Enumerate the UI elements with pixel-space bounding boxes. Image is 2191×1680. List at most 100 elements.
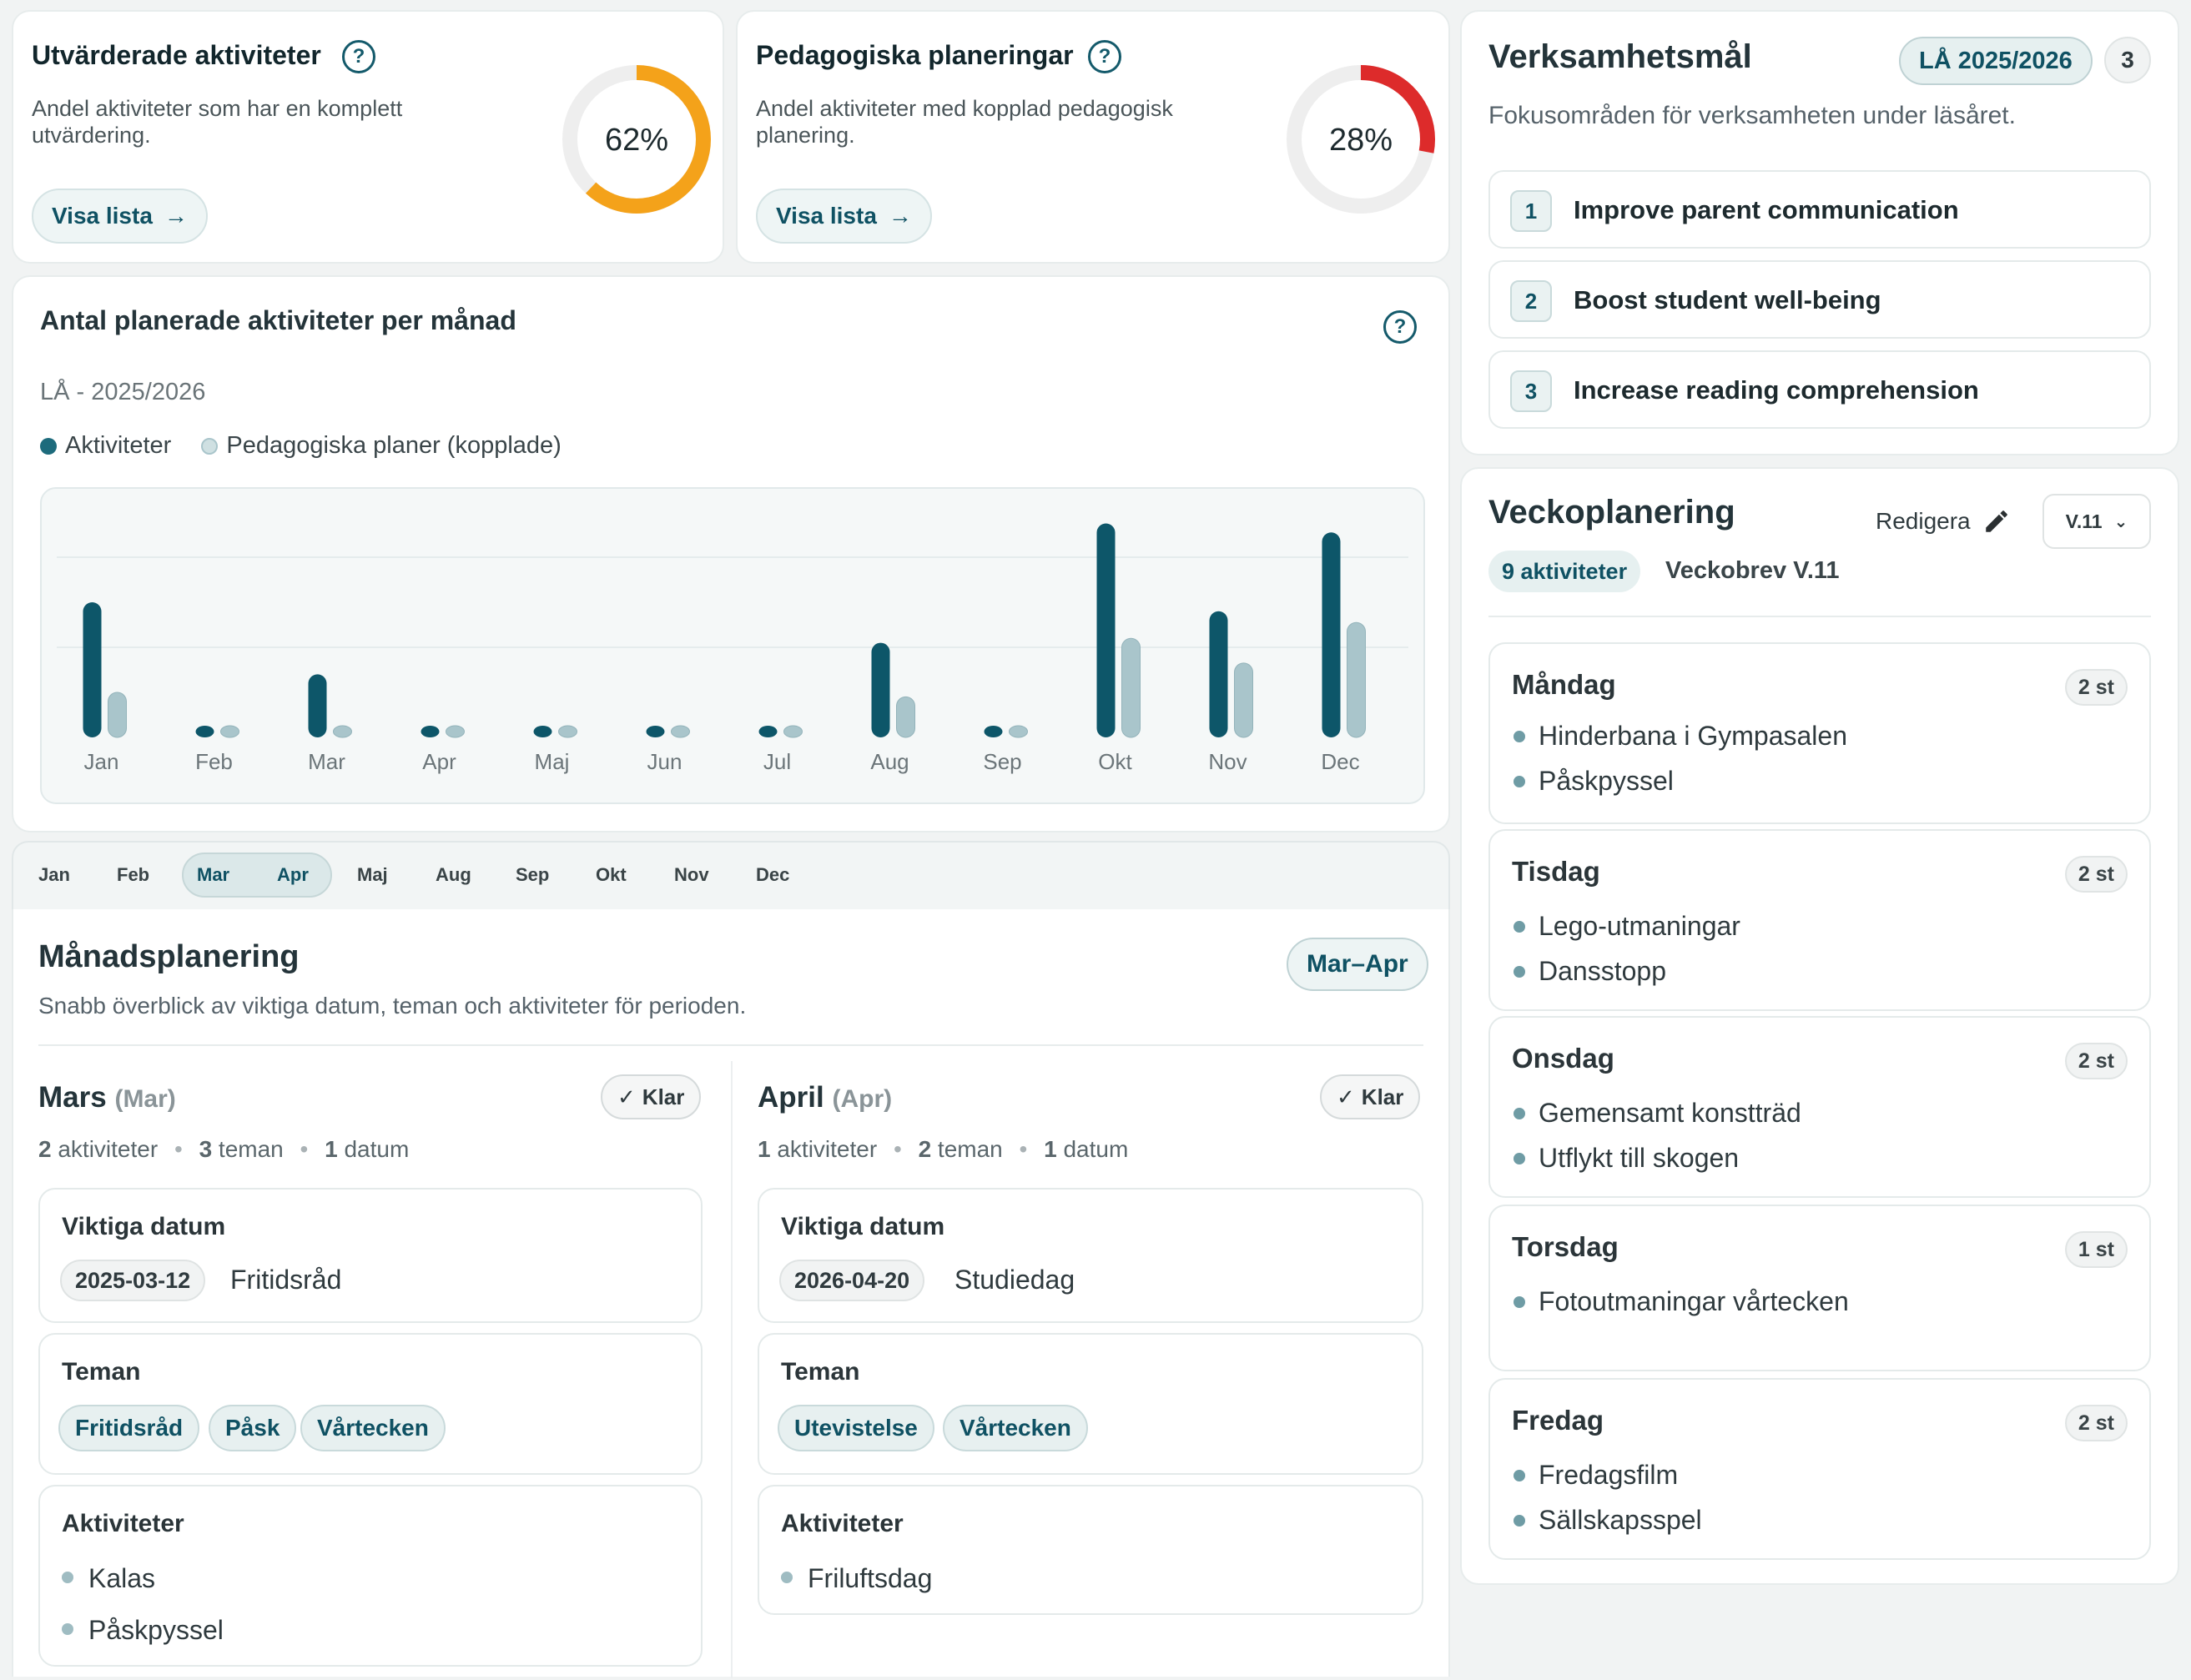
tab-jan[interactable]: Jan <box>38 864 70 885</box>
bar-plans-mar <box>333 725 352 738</box>
help-icon[interactable]: ? <box>342 40 375 73</box>
kpi-description: Andel aktiviteter med kopplad pedagogisk… <box>756 96 1173 148</box>
day-count-badge: 2 st <box>2064 669 2128 706</box>
x-tick-label: Jul <box>763 749 791 774</box>
goal-item[interactable]: 2 Boost student well-being <box>1488 260 2151 339</box>
status-done-button[interactable]: ✓ Klar <box>601 1074 702 1119</box>
theme-chip[interactable]: Fritidsråd <box>58 1405 200 1451</box>
list-item: Kalas <box>61 1563 156 1593</box>
bar-plans-jan <box>108 692 127 738</box>
bar-activities-jan <box>83 602 102 737</box>
kpi-donut: 62% <box>562 65 711 214</box>
day-count-badge: 2 st <box>2064 1043 2128 1079</box>
month-stats: 1 aktiviteter • 2 teman • 1 datum <box>758 1136 1129 1162</box>
monthly-planning-panel: Månadsplanering Snabb överblick av vikti… <box>12 909 1450 1678</box>
day-card-thursday: Torsdag 1 st Fotoutmaningar vårtecken <box>1488 1205 2151 1371</box>
theme-chip[interactable]: Vårtecken <box>300 1405 446 1451</box>
weekly-letter-label[interactable]: Veckobrev V.11 <box>1665 557 1840 584</box>
day-count-badge: 2 st <box>2064 856 2128 893</box>
tab-feb[interactable]: Feb <box>117 864 150 885</box>
tab-sep[interactable]: Sep <box>516 864 550 885</box>
tab-nov[interactable]: Nov <box>674 864 709 885</box>
important-dates-box: Viktiga datum 2025-03-12 Fritidsråd <box>38 1188 703 1323</box>
day-name: Måndag <box>1512 669 1616 700</box>
show-list-button[interactable]: Visa lista → <box>756 189 932 244</box>
day-card-monday: Måndag 2 st Hinderbana i Gympasalen Påsk… <box>1488 642 2151 824</box>
section-title: Månadsplanering <box>38 939 300 974</box>
day-card-friday: Fredag 2 st Fredagsfilm Sällskapsspel <box>1488 1378 2151 1560</box>
day-count-badge: 2 st <box>2064 1405 2128 1441</box>
donut-progress <box>1287 65 1435 214</box>
month-name: Mars (Mar) <box>38 1081 176 1114</box>
show-list-button[interactable]: Visa lista → <box>32 189 208 244</box>
bar-activities-sep <box>984 726 1003 737</box>
help-icon[interactable]: ? <box>1383 310 1417 344</box>
chart-legend: Aktiviteter Pedagogiska planer (kopplade… <box>40 432 562 460</box>
date-label: Studiedag <box>954 1265 1075 1295</box>
day-activity: Gemensamt konstträd <box>1514 1098 1801 1128</box>
week-select[interactable]: V.11 ⌄ <box>2042 494 2151 549</box>
activities-box: Aktiviteter Kalas Påskpyssel <box>38 1485 703 1667</box>
chart-plot-area <box>40 487 1425 804</box>
status-done-button[interactable]: ✓ Klar <box>1320 1074 1421 1119</box>
important-dates-box: Viktiga datum 2026-04-20 Studiedag <box>758 1188 1423 1323</box>
theme-chip[interactable]: Vårtecken <box>943 1405 1088 1451</box>
day-name: Fredag <box>1512 1405 1604 1436</box>
theme-chip[interactable]: Utevistelse <box>778 1405 934 1451</box>
box-title: Aktiviteter <box>781 1510 904 1537</box>
donut-percent: 62% <box>605 123 668 158</box>
day-activity: Sällskapsspel <box>1514 1505 1702 1535</box>
day-activity: Hinderbana i Gympasalen <box>1514 721 1847 751</box>
column-divider <box>731 1061 733 1678</box>
x-tick-label: Sep <box>983 749 1021 774</box>
tab-okt[interactable]: Okt <box>596 864 627 885</box>
help-icon[interactable]: ? <box>1088 40 1121 73</box>
year-badge[interactable]: LÅ 2025/2026 <box>1899 37 2093 85</box>
date-label: Fritidsråd <box>230 1265 342 1295</box>
box-title: Aktiviteter <box>62 1510 184 1537</box>
bar-plans-dec <box>1347 621 1366 738</box>
date-chip: 2026-04-20 <box>779 1260 925 1301</box>
day-activity: Lego-utmaningar <box>1514 911 1740 941</box>
bar-plans-maj <box>558 725 577 738</box>
list-item: Påskpyssel <box>62 1615 224 1645</box>
bar-activities-jul <box>758 726 778 737</box>
bar-activities-apr <box>421 726 440 737</box>
tab-maj[interactable]: Maj <box>357 864 388 885</box>
x-tick-label: Apr <box>422 749 456 774</box>
day-name: Torsdag <box>1512 1231 1619 1262</box>
theme-chip[interactable]: Påsk <box>209 1405 297 1451</box>
kpi-donut: 28% <box>1287 65 1435 214</box>
bar-activities-mar <box>308 674 327 737</box>
pencil-icon <box>1985 511 2007 532</box>
goal-item[interactable]: 1 Improve parent communication <box>1488 170 2151 249</box>
day-activity: Utflykt till skogen <box>1513 1143 1740 1173</box>
activities-box: Aktiviteter Friluftsdag <box>758 1485 1423 1615</box>
goal-item[interactable]: 3 Increase reading comprehension <box>1488 350 2151 429</box>
range-badge[interactable]: Mar–Apr <box>1287 938 1428 991</box>
chart-card: Antal planerade aktiviteter per månad ? … <box>12 275 1450 832</box>
show-list-label: Visa lista <box>776 203 877 229</box>
date-chip: 2025-03-12 <box>60 1260 206 1301</box>
tab-dec[interactable]: Dec <box>756 864 790 885</box>
tab-apr[interactable]: Apr <box>277 864 309 885</box>
x-tick-label: Maj <box>535 749 570 774</box>
x-tick-label: Jan <box>84 749 119 774</box>
divider <box>1488 616 2151 617</box>
tab-mar[interactable]: Mar <box>197 864 230 885</box>
check-icon: ✓ <box>1337 1084 1355 1109</box>
arrow-right-icon: → <box>888 203 912 229</box>
bar-plans-sep <box>1009 725 1028 738</box>
bar-chart: Jan Feb Mar Apr Maj Jun Jul Aug Sep Okt Nov Dec <box>40 487 1425 804</box>
section-subtitle: Snabb överblick av viktiga datum, teman … <box>38 993 747 1019</box>
tab-aug[interactable]: Aug <box>436 864 471 885</box>
themes-box: Teman Fritidsråd Påsk Vårtecken <box>38 1333 703 1475</box>
edit-button[interactable]: Redigera <box>1876 507 2011 536</box>
month-name: April (Apr) <box>758 1081 893 1114</box>
day-activity: Dansstopp <box>1514 956 1666 986</box>
box-title: Teman <box>62 1358 141 1386</box>
arrow-right-icon: → <box>164 203 188 229</box>
goal-label: Increase reading comprehension <box>1574 375 1979 405</box>
bar-plans-nov <box>1234 662 1253 738</box>
day-name: Tisdag <box>1512 856 1600 887</box>
